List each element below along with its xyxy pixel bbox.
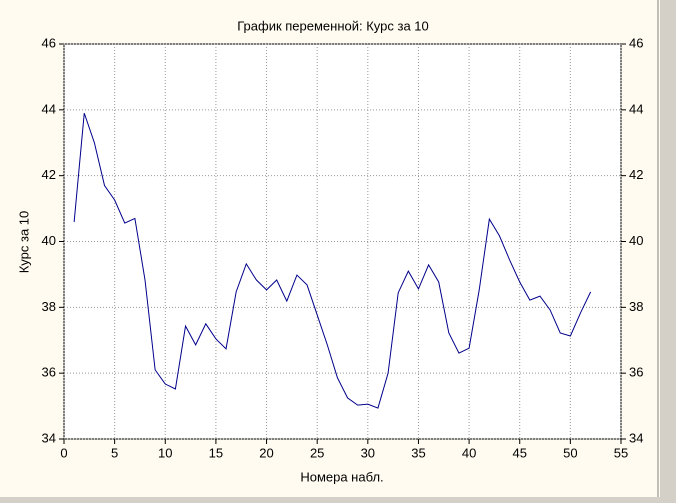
y2-tick-label: 36 bbox=[629, 365, 643, 380]
x-tick-label: 20 bbox=[259, 445, 273, 460]
x-tick-label: 0 bbox=[60, 445, 67, 460]
y-tick-label: 46 bbox=[42, 35, 56, 50]
y-tick-label: 36 bbox=[42, 365, 56, 380]
x-tick-label: 30 bbox=[361, 445, 375, 460]
y-tick-label: 42 bbox=[42, 167, 56, 182]
x-tick-label: 35 bbox=[411, 445, 425, 460]
y2-tick-label: 42 bbox=[629, 167, 643, 182]
x-tick-label: 50 bbox=[563, 445, 577, 460]
y2-tick-label: 44 bbox=[629, 101, 643, 116]
data-line bbox=[73, 112, 592, 409]
scrollbar bbox=[660, 0, 676, 503]
y2-tick-label: 40 bbox=[629, 233, 643, 248]
y2-tick-label: 34 bbox=[629, 430, 643, 445]
x-tick-label: 25 bbox=[310, 445, 324, 460]
x-tick-label: 40 bbox=[462, 445, 476, 460]
x-tick-label: 45 bbox=[512, 445, 526, 460]
y-tick-label: 34 bbox=[42, 430, 56, 445]
x-tick-label: 10 bbox=[158, 445, 172, 460]
x-tick-label: 5 bbox=[111, 445, 118, 460]
y2-tick-label: 46 bbox=[629, 35, 643, 50]
x-tick-label: 55 bbox=[614, 445, 628, 460]
chart-title: График переменной: Курс за 10 bbox=[237, 18, 429, 33]
y-axis-label: Курс за 10 bbox=[16, 211, 31, 274]
x-axis-label: Номера набл. bbox=[300, 469, 383, 484]
y2-tick-label: 38 bbox=[629, 299, 643, 314]
y-tick-label: 44 bbox=[42, 101, 56, 116]
x-tick-label: 15 bbox=[209, 445, 223, 460]
y-tick-label: 38 bbox=[42, 299, 56, 314]
plot-area bbox=[63, 43, 622, 440]
y-tick-label: 40 bbox=[42, 233, 56, 248]
